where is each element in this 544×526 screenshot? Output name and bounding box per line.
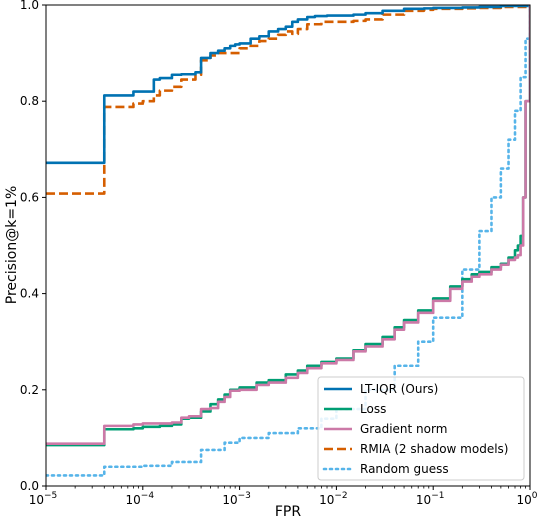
legend-label-lt-iqr-ours: LT-IQR (Ours) — [360, 382, 438, 396]
series-line-rmia-2-shadow-models — [46, 5, 530, 195]
legend-box — [317, 376, 525, 481]
x-tick-label: 10−4 — [126, 491, 155, 507]
x-tick-label: 10−3 — [222, 491, 251, 507]
y-tick-label: 1.0 — [20, 0, 39, 12]
y-tick-label: 0.8 — [20, 94, 39, 108]
legend-label-gradient-norm: Gradient norm — [360, 422, 447, 436]
y-axis-label: Precision@k=1% — [4, 186, 20, 305]
y-tick-label: 0.2 — [20, 383, 39, 397]
y-axis-ticks: 0.0 0.2 0.4 0.6 0.8 1.0 — [20, 0, 46, 493]
x-tick-label: 10−2 — [319, 491, 348, 507]
x-tick-label: 100 — [516, 491, 537, 507]
x-axis-ticks: 10−5 10−4 10−3 10−2 10−1 100 — [29, 486, 538, 507]
x-axis-label: FPR — [275, 504, 301, 520]
y-tick-label: 0.4 — [20, 287, 39, 301]
legend-label-loss: Loss — [360, 402, 386, 416]
x-tick-label: 10−5 — [29, 491, 58, 507]
series-line-gradient-norm — [46, 5, 530, 445]
y-tick-label: 0.0 — [20, 479, 39, 493]
series-line-lt-iqr-ours — [46, 5, 530, 165]
legend-label-rmia-2-shadow-models: RMIA (2 shadow models) — [360, 442, 508, 456]
plot-frame — [45, 4, 531, 487]
legend-label-random-guess: Random guess — [360, 462, 449, 476]
x-tick-label: 10−1 — [416, 491, 445, 507]
y-tick-label: 0.6 — [20, 190, 39, 204]
legend: LT-IQR (Ours) Loss Gradient norm RMIA (2 sh… — [317, 376, 525, 481]
